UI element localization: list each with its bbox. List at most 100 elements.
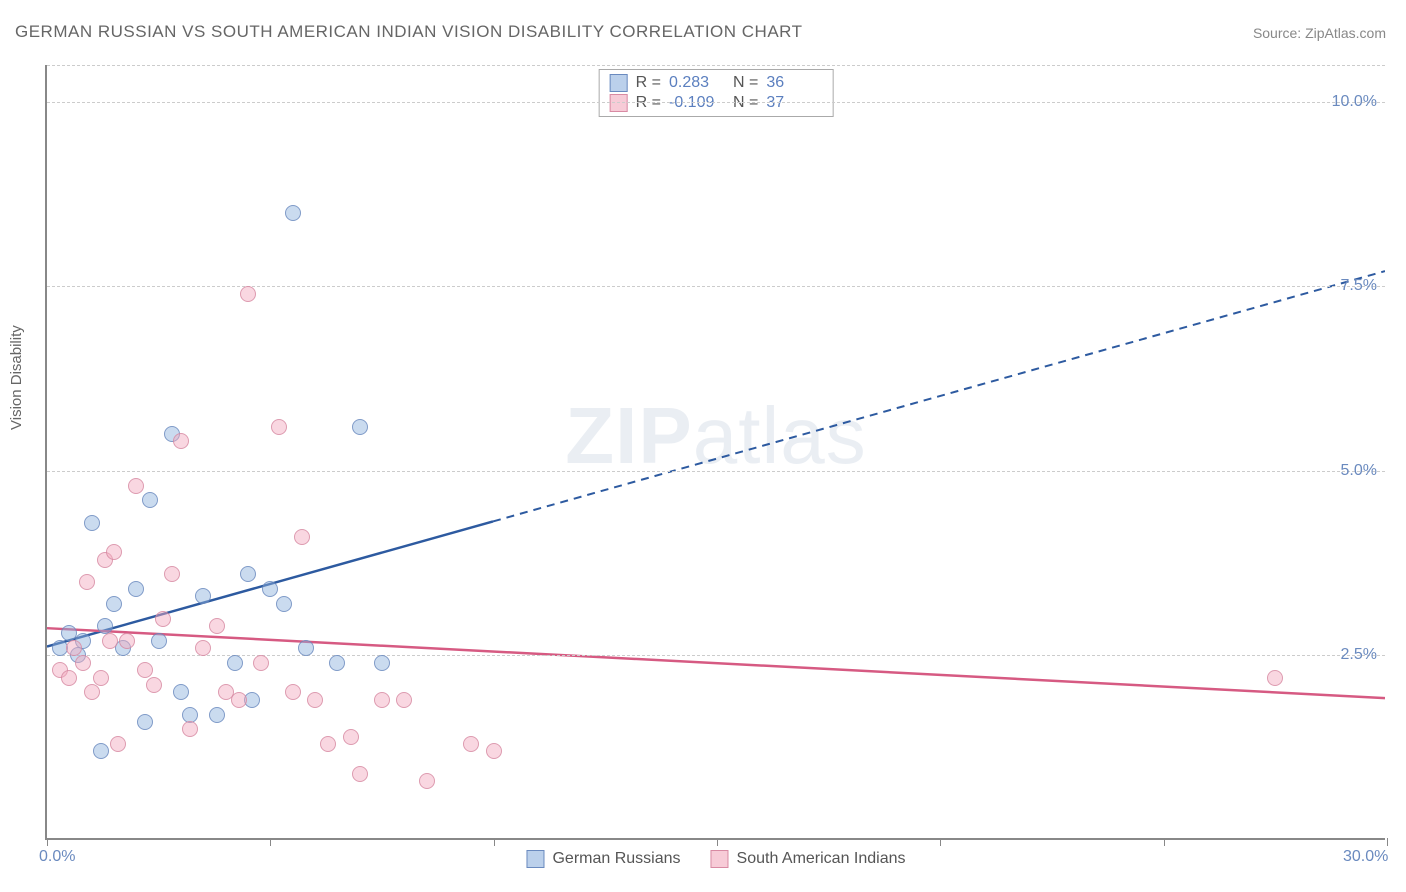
- x-tick: [270, 838, 271, 846]
- chart-source: Source: ZipAtlas.com: [1253, 25, 1386, 41]
- r-label: R =: [636, 74, 661, 92]
- trend-line-dashed: [493, 271, 1385, 521]
- x-tick: [1164, 838, 1165, 846]
- trend-line-solid: [47, 628, 1385, 698]
- scatter-point: [231, 692, 247, 708]
- x-tick: [47, 838, 48, 846]
- scatter-point: [374, 655, 390, 671]
- scatter-point: [343, 729, 359, 745]
- legend-item-pink: South American Indians: [711, 850, 906, 868]
- scatter-point: [151, 633, 167, 649]
- r-value-pink: -0.109: [669, 94, 725, 112]
- plot-area: ZIPatlas R = 0.283 N = 36 R = -0.109 N =…: [45, 65, 1385, 840]
- scatter-point: [97, 618, 113, 634]
- scatter-point: [75, 655, 91, 671]
- scatter-point: [276, 596, 292, 612]
- scatter-point: [137, 714, 153, 730]
- scatter-point: [294, 529, 310, 545]
- swatch-blue-icon: [526, 850, 544, 868]
- scatter-point: [84, 515, 100, 531]
- legend-item-blue: German Russians: [526, 850, 680, 868]
- scatter-point: [329, 655, 345, 671]
- scatter-point: [463, 736, 479, 752]
- x-tick: [717, 838, 718, 846]
- scatter-point: [93, 743, 109, 759]
- scatter-point: [285, 205, 301, 221]
- n-label: N =: [733, 94, 758, 112]
- scatter-point: [84, 684, 100, 700]
- scatter-point: [106, 544, 122, 560]
- scatter-point: [262, 581, 278, 597]
- scatter-point: [1267, 670, 1283, 686]
- watermark-light: atlas: [693, 391, 867, 480]
- r-value-blue: 0.283: [669, 74, 725, 92]
- swatch-pink-icon: [610, 94, 628, 112]
- scatter-point: [119, 633, 135, 649]
- r-label: R =: [636, 94, 661, 112]
- x-tick: [1387, 838, 1388, 846]
- correlation-chart: GERMAN RUSSIAN VS SOUTH AMERICAN INDIAN …: [0, 0, 1406, 892]
- scatter-point: [396, 692, 412, 708]
- y-tick-label: 7.5%: [1341, 277, 1377, 295]
- scatter-point: [66, 640, 82, 656]
- scatter-point: [110, 736, 126, 752]
- scatter-point: [195, 640, 211, 656]
- scatter-point: [240, 286, 256, 302]
- x-tick: [940, 838, 941, 846]
- scatter-point: [182, 707, 198, 723]
- scatter-point: [137, 662, 153, 678]
- swatch-blue-icon: [610, 74, 628, 92]
- x-tick-label-left: 0.0%: [39, 848, 75, 866]
- scatter-point: [195, 588, 211, 604]
- stats-box: R = 0.283 N = 36 R = -0.109 N = 37: [599, 69, 834, 117]
- y-tick-label: 5.0%: [1341, 462, 1377, 480]
- y-axis-label: Vision Disability: [8, 325, 25, 430]
- chart-title: GERMAN RUSSIAN VS SOUTH AMERICAN INDIAN …: [15, 22, 803, 42]
- scatter-point: [102, 633, 118, 649]
- stats-row-blue: R = 0.283 N = 36: [610, 73, 823, 93]
- scatter-point: [128, 478, 144, 494]
- scatter-point: [79, 574, 95, 590]
- x-tick-label-right: 30.0%: [1343, 848, 1388, 866]
- legend-label-blue: German Russians: [552, 850, 680, 868]
- gridline: [47, 102, 1385, 103]
- gridline: [47, 471, 1385, 472]
- x-tick: [494, 838, 495, 846]
- scatter-point: [209, 618, 225, 634]
- scatter-point: [271, 419, 287, 435]
- scatter-point: [240, 566, 256, 582]
- scatter-point: [128, 581, 144, 597]
- gridline: [47, 655, 1385, 656]
- swatch-pink-icon: [711, 850, 729, 868]
- scatter-point: [155, 611, 171, 627]
- y-tick-label: 2.5%: [1341, 646, 1377, 664]
- scatter-point: [173, 433, 189, 449]
- watermark-bold: ZIP: [565, 391, 692, 480]
- scatter-point: [173, 684, 189, 700]
- stats-row-pink: R = -0.109 N = 37: [610, 93, 823, 113]
- scatter-point: [227, 655, 243, 671]
- legend: German Russians South American Indians: [526, 850, 905, 868]
- scatter-point: [285, 684, 301, 700]
- scatter-point: [352, 419, 368, 435]
- scatter-point: [320, 736, 336, 752]
- watermark: ZIPatlas: [565, 390, 866, 482]
- scatter-point: [419, 773, 435, 789]
- y-tick-label: 10.0%: [1332, 93, 1377, 111]
- gridline: [47, 65, 1385, 66]
- trend-lines-svg: [47, 65, 1385, 838]
- n-value-pink: 37: [766, 94, 822, 112]
- scatter-point: [307, 692, 323, 708]
- scatter-point: [61, 670, 77, 686]
- scatter-point: [164, 566, 180, 582]
- scatter-point: [146, 677, 162, 693]
- scatter-point: [106, 596, 122, 612]
- scatter-point: [374, 692, 390, 708]
- scatter-point: [352, 766, 368, 782]
- n-label: N =: [733, 74, 758, 92]
- scatter-point: [209, 707, 225, 723]
- scatter-point: [93, 670, 109, 686]
- scatter-point: [253, 655, 269, 671]
- n-value-blue: 36: [766, 74, 822, 92]
- scatter-point: [142, 492, 158, 508]
